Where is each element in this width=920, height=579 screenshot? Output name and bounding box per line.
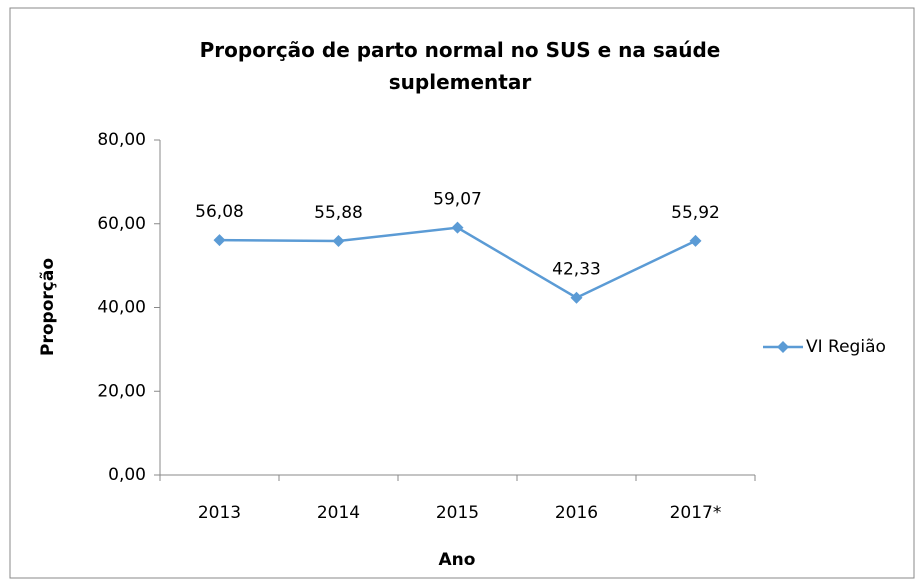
y-tick-label: 0,00	[108, 465, 146, 485]
data-point	[689, 234, 702, 247]
y-tick-label: 20,00	[97, 381, 146, 401]
x-tick-label: 2017*	[670, 503, 722, 523]
x-tick-label: 2013	[198, 503, 241, 523]
chart-title: Proporção de parto normal no SUS e na sa…	[199, 38, 721, 94]
y-tick-label: 40,00	[97, 298, 146, 318]
data-point	[332, 235, 345, 248]
data-label: 42,33	[552, 260, 601, 280]
data-label: 55,92	[671, 203, 720, 223]
x-tick-label: 2014	[317, 503, 360, 523]
data-label: 56,08	[195, 202, 244, 222]
data-label: 55,88	[314, 203, 363, 223]
data-point	[213, 234, 226, 247]
legend-label: VI Região	[806, 337, 886, 357]
data-label: 59,07	[433, 190, 482, 210]
legend-marker	[777, 341, 789, 353]
chart-border	[9, 7, 915, 579]
y-axis-label: Proporção	[38, 258, 58, 356]
x-axis-label: Ano	[439, 550, 476, 570]
y-tick-label: 60,00	[97, 214, 146, 234]
x-tick-label: 2015	[436, 503, 479, 523]
x-tick-label: 2016	[555, 503, 598, 523]
data-point	[451, 221, 464, 234]
data-point	[570, 291, 583, 304]
y-tick-label: 80,00	[97, 130, 146, 150]
